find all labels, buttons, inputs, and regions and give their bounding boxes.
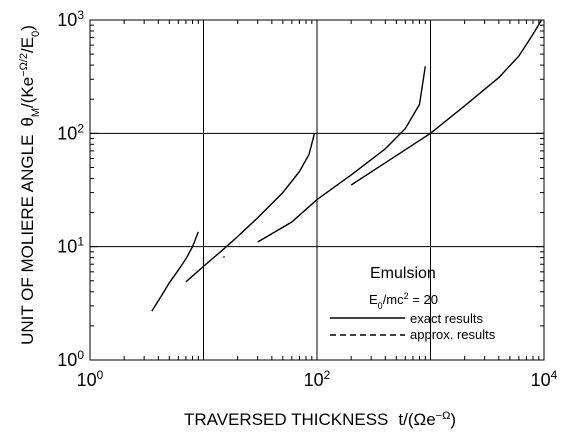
- legend: Emulsion E0/mc2 = 20 exact results appro…: [330, 265, 496, 342]
- series-curve-1: [151, 231, 199, 312]
- x-tick-label: 100: [77, 368, 104, 390]
- series-layer: [151, 19, 543, 312]
- x-tick-label: 102: [304, 368, 331, 390]
- y-axis-label: UNIT OF MOLIERE ANGLEθM/(Ke−Ω/2/E0): [18, 25, 42, 345]
- legend-label-exact: exact results: [410, 311, 483, 326]
- x-axis-label: TRAVERSED THICKNESS t/(Ωe−Ω): [184, 410, 456, 429]
- series-curve-3: [257, 66, 426, 243]
- tick-layer: 100 102 104 100 101 102 103: [57, 8, 557, 390]
- y-tick-label: 103: [57, 8, 84, 30]
- series-curve-2: [185, 133, 316, 283]
- legend-title: Emulsion: [370, 265, 436, 282]
- legend-label-approx: approx. results: [410, 327, 496, 342]
- x-tick-label: 104: [531, 368, 558, 390]
- grid-layer: [90, 20, 544, 360]
- series-curve-4: [350, 19, 543, 186]
- y-tick-label: 102: [57, 121, 84, 143]
- y-tick-label: 100: [57, 348, 84, 370]
- legend-parameter: E0/mc2 = 20: [369, 291, 438, 311]
- series-curve-5: [222, 255, 226, 259]
- y-tick-label: 101: [57, 235, 84, 257]
